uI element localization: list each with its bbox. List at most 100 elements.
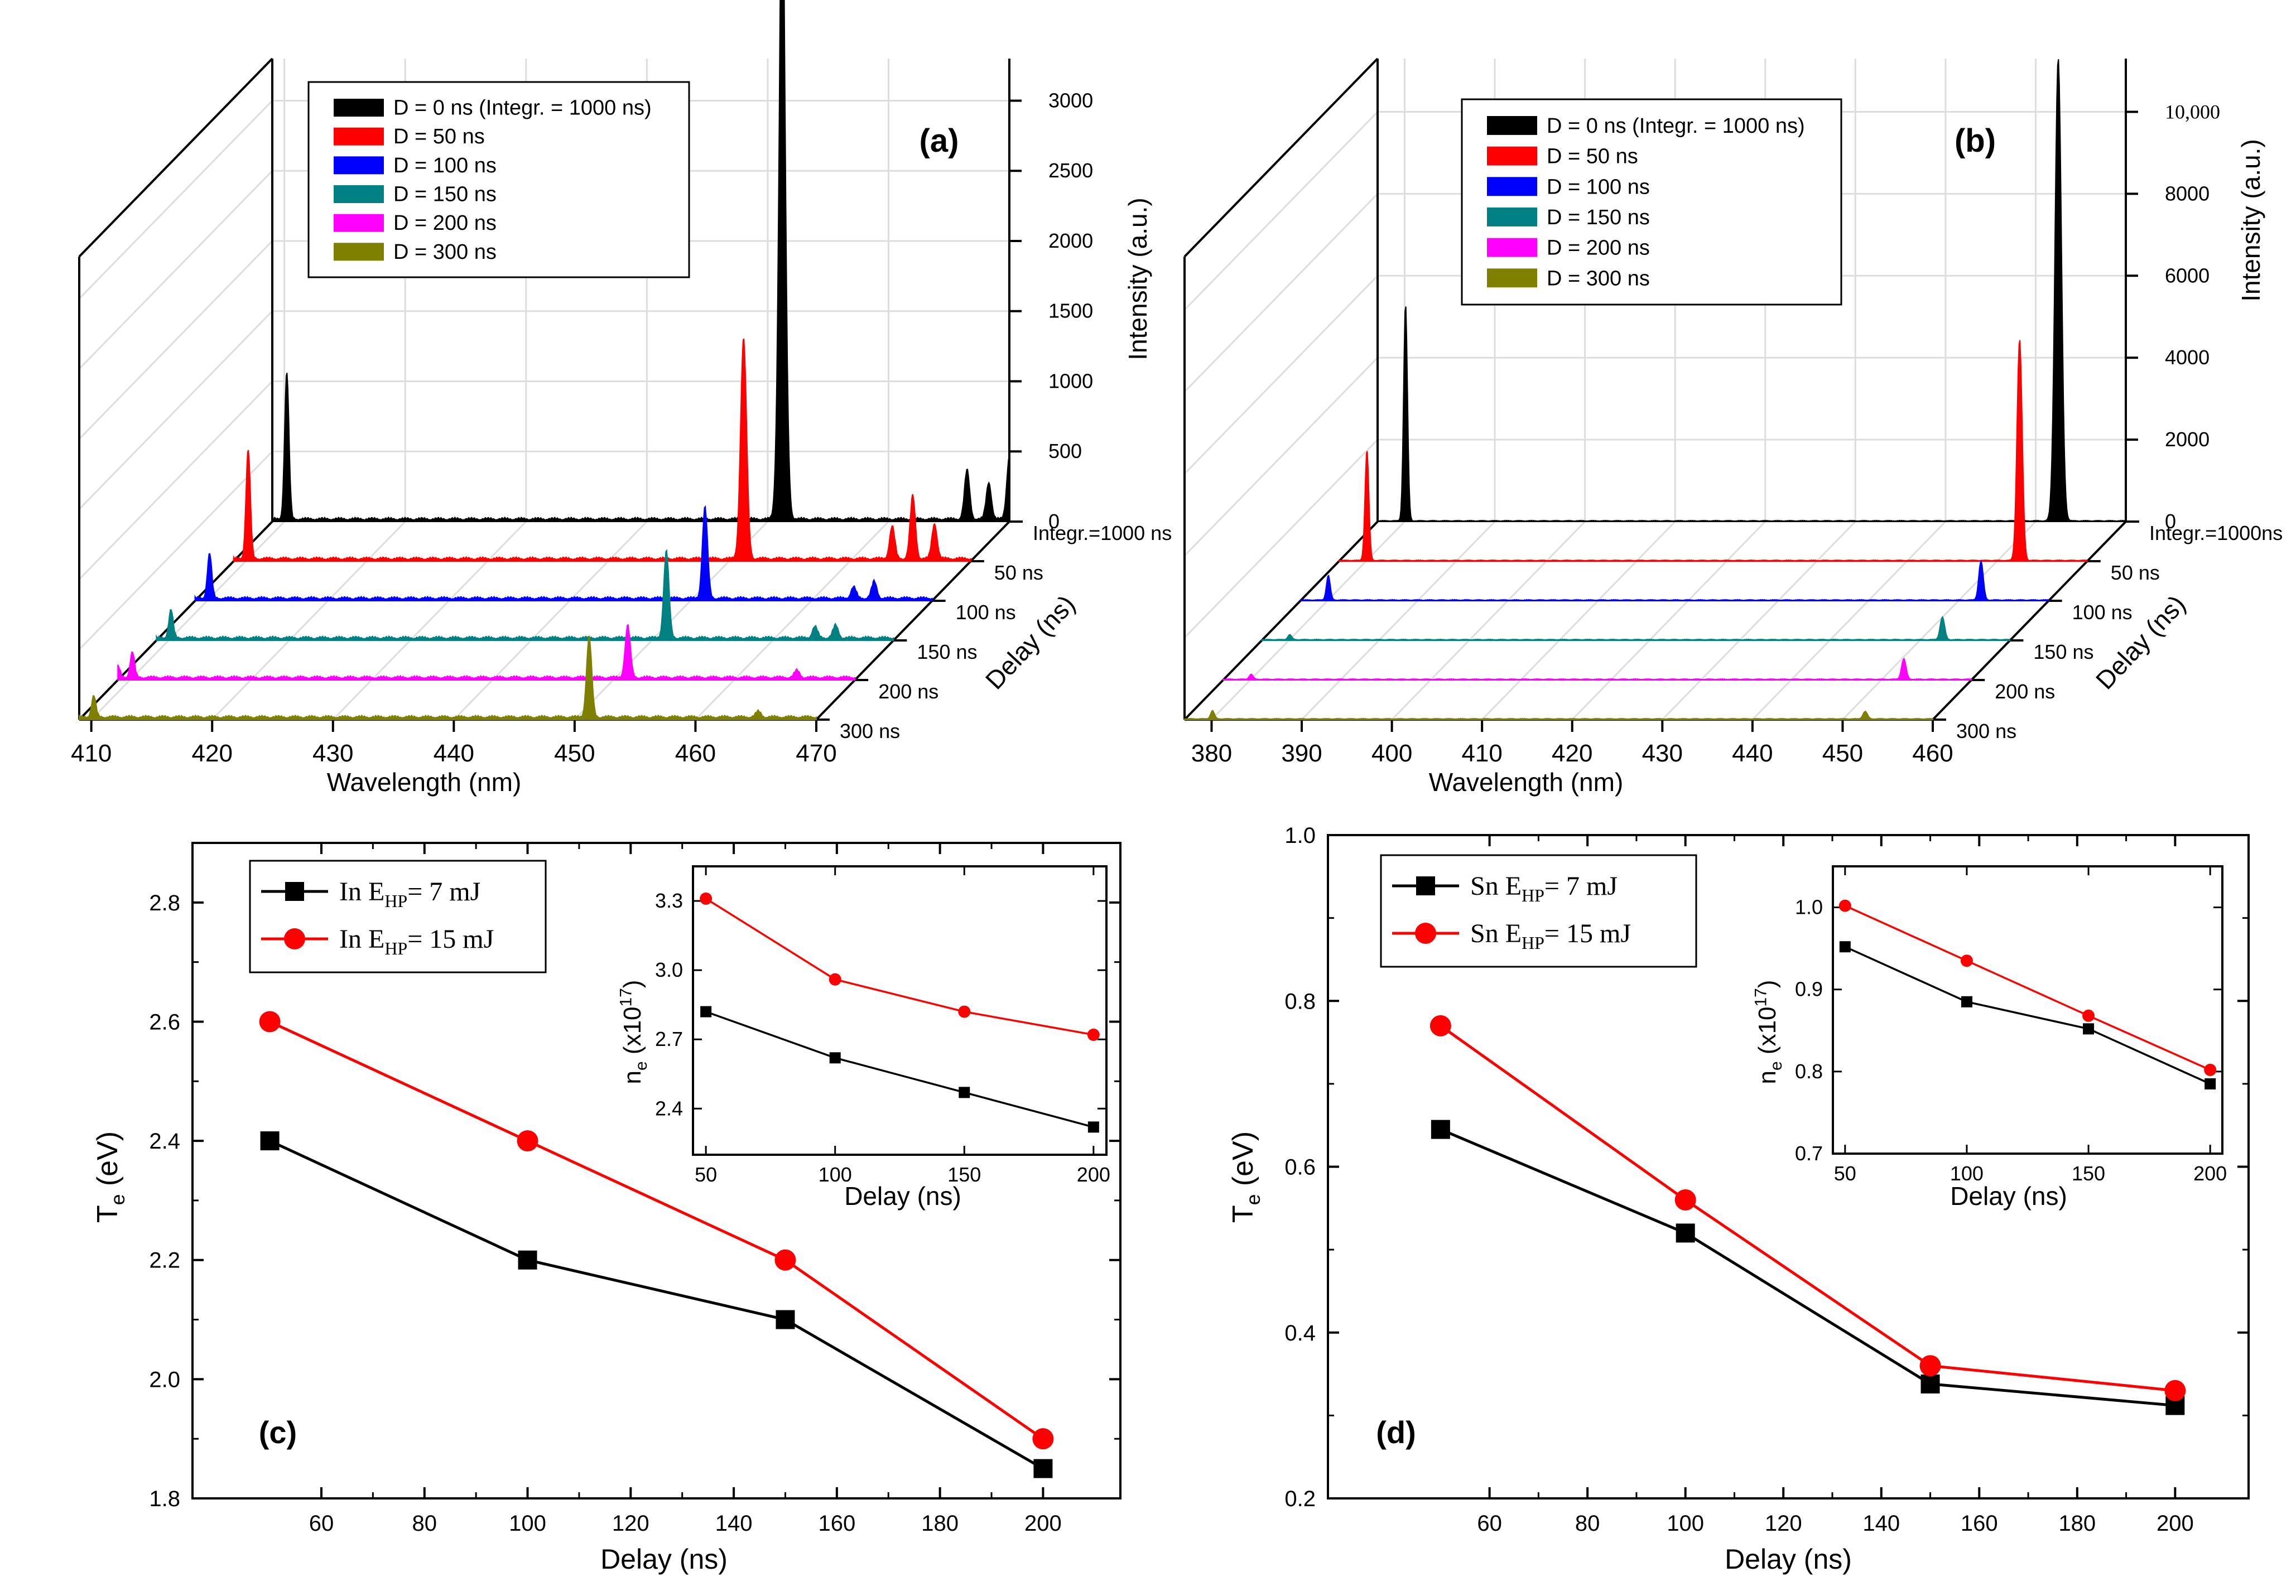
z-tick-label: 1500 — [1048, 300, 1093, 322]
spectrum-trace — [1222, 657, 1972, 681]
side-wall-gridline — [78, 240, 273, 440]
depth-tick-label: 300 ns — [840, 720, 900, 742]
floor-gridline — [1391, 520, 1586, 721]
inset-y-axis-label: ne (x1017) — [1751, 980, 1785, 1084]
side-wall-gridline — [78, 100, 273, 300]
x-tick-label: 450 — [554, 740, 595, 767]
inset-series-line — [705, 1010, 1094, 1129]
x-tick-label: 200 — [1024, 1511, 1062, 1536]
side-wall-gridline — [78, 380, 273, 580]
inset-y-tick-label: 2.4 — [655, 1097, 683, 1120]
z-axis-label: Intensity (a.u.) — [1123, 197, 1152, 360]
x-tick-label: 160 — [818, 1511, 855, 1536]
depth-tick-label: 300 ns — [1956, 720, 2016, 742]
y-tick-label: 2.8 — [149, 891, 180, 915]
data-point-marker — [1676, 1223, 1695, 1243]
data-point-marker — [1960, 954, 1973, 967]
z-tick-label: 2000 — [2165, 428, 2210, 451]
data-point-marker — [829, 1052, 841, 1064]
legend-swatch — [334, 99, 384, 117]
inset-x-tick-label: 100 — [1950, 1162, 1984, 1185]
data-point-marker — [2083, 1023, 2095, 1035]
depth-tick-label: 100 ns — [2072, 601, 2133, 624]
legend-swatch — [334, 185, 384, 204]
legend-entry: In EHP= 15 mJ — [339, 924, 494, 958]
side-wall-gridline — [78, 310, 273, 510]
floor-gridline — [90, 520, 285, 721]
panel-b-waterfall-chart: 0 2000 4000 6000 8000 10,000 380 390 400 410 420 43… — [1183, 57, 2283, 797]
z-axis-label: Intensity (a.u.) — [2236, 139, 2265, 301]
legend-box — [249, 860, 547, 973]
y-tick-label: 0.6 — [1284, 1155, 1316, 1180]
legend-entry: D = 50 ns — [393, 125, 485, 148]
data-point-marker — [1032, 1428, 1054, 1450]
y-tick-label: 2.4 — [149, 1129, 180, 1154]
data-point-marker — [2082, 1009, 2095, 1022]
z-tick-label: 4000 — [2165, 346, 2210, 369]
spectrum-trace — [1184, 710, 1933, 720]
z-tick-label: 2000 — [1048, 229, 1093, 252]
inset-y-axis-label: ne (x1017) — [617, 980, 651, 1084]
z-tick-label: 8000 — [2165, 182, 2210, 205]
x-tick-label: 120 — [612, 1511, 649, 1536]
floor-gridline — [1571, 520, 1766, 721]
z-tick-label: 0 — [2165, 510, 2176, 533]
y-tick-label: 2.2 — [149, 1248, 180, 1273]
floor-gridline — [453, 520, 648, 721]
legend-entry: Sn EHP= 7 mJ — [1470, 871, 1618, 905]
legend-swatch — [1487, 268, 1537, 288]
x-tick-label: 100 — [1667, 1511, 1704, 1536]
x-tick-label: 80 — [1575, 1511, 1600, 1536]
series-line — [1440, 1024, 2175, 1392]
x-axis-label: Delay (ns) — [1725, 1544, 1852, 1575]
inset-y-tick-label: 0.8 — [1795, 1060, 1823, 1083]
depth-axis-line — [815, 520, 1010, 721]
floor-gridline — [332, 520, 527, 721]
data-point-marker — [700, 1006, 712, 1018]
data-point-marker — [1839, 941, 1851, 953]
x-tick-label: 410 — [1461, 740, 1502, 767]
inset-y-tick-label: 0.9 — [1795, 978, 1823, 1001]
legend-entry: D = 150 ns — [1547, 206, 1650, 229]
x-tick-label: 460 — [1912, 740, 1953, 767]
x-tick-label: 410 — [71, 740, 112, 767]
inset-x-axis-label: Delay (ns) — [844, 1182, 961, 1211]
z-tick-label: 1000 — [1048, 369, 1093, 392]
z-tick-label: 10,000 — [2165, 100, 2220, 123]
spectrum-trace — [1299, 559, 2049, 601]
legend-swatch — [1487, 238, 1537, 257]
data-point-marker — [1920, 1374, 1940, 1394]
data-point-marker — [958, 1005, 971, 1018]
top-left-edge — [1183, 57, 1379, 258]
panel-c-line-chart: 60 80 100 120 140 160 180 200 1.8 2.0 2.2 2.4 2.6 2.8… — [92, 842, 1121, 1575]
data-point-marker — [1416, 876, 1435, 895]
legend-entry: D = 150 ns — [393, 182, 497, 206]
depth-axis-line — [1932, 520, 2127, 721]
floor-gridline — [211, 520, 406, 721]
data-point-marker — [700, 892, 713, 905]
spectrum-trace — [1338, 340, 2088, 562]
x-tick-label: 430 — [312, 740, 353, 767]
legend-swatch — [334, 127, 384, 146]
inset-x-tick-label: 50 — [1834, 1162, 1856, 1185]
data-point-marker — [518, 1250, 537, 1270]
series-line — [269, 1139, 1044, 1470]
spectrum-trace — [156, 549, 894, 641]
legend-box — [1380, 854, 1697, 968]
depth-tick-label: 200 ns — [1995, 680, 2055, 703]
x-tick-label: 420 — [192, 740, 233, 767]
inset-y-tick-label: 3.3 — [655, 889, 683, 912]
data-point-marker — [1087, 1121, 1099, 1133]
data-point-marker — [959, 1087, 970, 1098]
floor-gridline — [1481, 520, 1676, 721]
y-tick-label: 2.0 — [149, 1367, 180, 1392]
x-tick-label: 450 — [1822, 740, 1863, 767]
x-tick-label: 400 — [1371, 740, 1412, 767]
x-tick-label: 430 — [1642, 740, 1683, 767]
legend-swatch — [1487, 208, 1537, 226]
spectrum-trace — [233, 338, 971, 562]
legend-entry: D = 100 ns — [1547, 175, 1650, 199]
x-tick-label: 440 — [1732, 740, 1773, 767]
floor-gridline — [695, 520, 889, 721]
data-point-marker — [285, 882, 304, 901]
